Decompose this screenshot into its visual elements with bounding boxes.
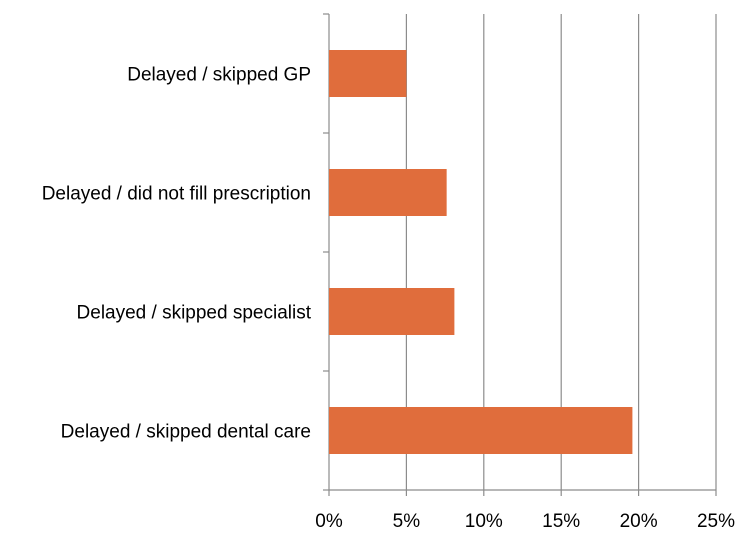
category-label: Delayed / skipped specialist (77, 303, 312, 324)
x-tick-label: 15% (542, 511, 580, 532)
x-tick-labels: 0% 5% 10% 15% 20% 25% (315, 511, 735, 532)
x-tick-label: 5% (393, 511, 421, 532)
bar (329, 50, 407, 97)
x-tick-label: 10% (465, 511, 503, 532)
category-labels: Delayed / skipped GP Delayed / did not fi… (42, 65, 312, 443)
x-tick-label: 25% (697, 511, 735, 532)
bar (329, 407, 633, 454)
category-label: Delayed / skipped dental care (61, 422, 311, 443)
category-label: Delayed / skipped GP (127, 65, 311, 86)
bar (329, 288, 455, 335)
bar (329, 169, 447, 216)
category-label: Delayed / did not fill prescription (42, 184, 311, 205)
bars (329, 50, 633, 454)
x-tick-label: 0% (315, 511, 343, 532)
x-tick-label: 20% (620, 511, 658, 532)
